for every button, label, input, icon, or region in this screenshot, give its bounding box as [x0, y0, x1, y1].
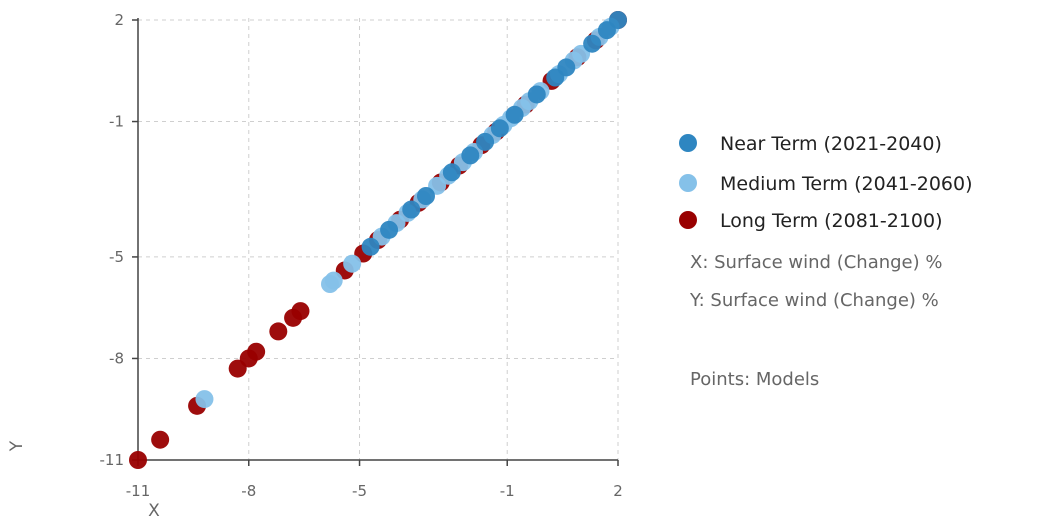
- point-near-term: [461, 146, 480, 165]
- y-tick-label: 2: [114, 11, 124, 29]
- point-near-term: [380, 220, 399, 239]
- axes: [132, 18, 619, 466]
- point-near-term: [546, 68, 565, 87]
- x-tick-label: -8: [241, 482, 256, 500]
- point-near-term: [597, 21, 616, 40]
- point-long-term: [129, 451, 147, 469]
- note-y-variable: Y: Surface wind (Change) %: [689, 290, 939, 311]
- y-tick-label: -8: [109, 349, 124, 367]
- legend-marker-near-term: [679, 134, 697, 152]
- point-medium-term: [343, 254, 362, 273]
- point-near-term: [417, 187, 435, 205]
- point-near-term: [361, 237, 380, 256]
- note-x-variable: X: Surface wind (Change) %: [690, 252, 942, 273]
- point-near-term: [476, 132, 495, 151]
- legend: Near Term (2021-2040) Medium Term (2041-…: [679, 133, 973, 390]
- y-tick-label: -1: [109, 113, 124, 131]
- legend-label-long-term: Long Term (2081-2100): [720, 210, 943, 232]
- point-long-term: [269, 322, 288, 341]
- legend-label-medium-term: Medium Term (2041-2060): [720, 173, 973, 195]
- y-tick-label: -11: [100, 451, 125, 469]
- y-axis-title: Y: [7, 440, 27, 452]
- point-near-term: [583, 34, 602, 53]
- point-medium-term: [321, 275, 339, 293]
- point-near-term: [490, 119, 509, 138]
- point-medium-term: [195, 390, 214, 409]
- point-long-term: [228, 359, 247, 378]
- point-long-term: [284, 308, 303, 327]
- x-tick-label: -11: [126, 482, 151, 500]
- note-points: Points: Models: [690, 369, 819, 390]
- x-axis-title: X: [148, 501, 160, 521]
- legend-marker-long-term: [679, 211, 697, 229]
- x-tick-label: -5: [352, 482, 367, 500]
- point-near-term: [505, 105, 524, 124]
- point-near-term: [402, 200, 421, 219]
- point-near-term: [527, 85, 546, 104]
- y-tick-label: -5: [109, 248, 124, 266]
- x-tick-label: -1: [500, 482, 515, 500]
- point-near-term: [442, 163, 461, 182]
- point-long-term: [151, 430, 170, 449]
- x-tick-labels: -11 -8 -5 -1 2: [126, 482, 623, 500]
- x-tick-label: 2: [613, 482, 623, 500]
- y-tick-labels: 2 -1 -5 -8 -11: [100, 11, 125, 469]
- data-points: [129, 11, 627, 469]
- legend-marker-medium-term: [679, 174, 697, 192]
- grid: [138, 18, 619, 460]
- legend-label-near-term: Near Term (2021-2040): [720, 133, 942, 155]
